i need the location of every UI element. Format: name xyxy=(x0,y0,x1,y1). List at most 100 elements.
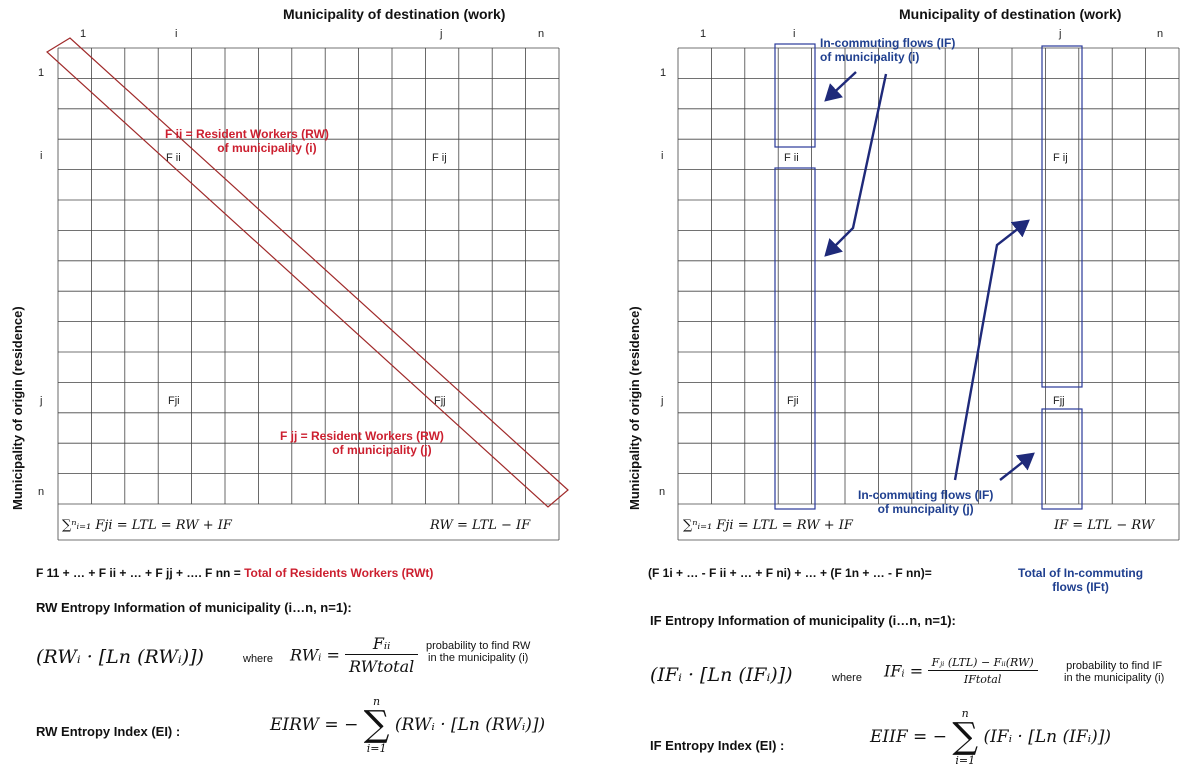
left-diagonal-band xyxy=(46,37,569,508)
right-row-label-1: 1 xyxy=(660,67,667,79)
right-prob-fraction: Fⱼᵢ (LTL) − Fᵢᵢ(RW) IFtotal xyxy=(927,656,1038,686)
right-right-formula: IF = LTL − RW xyxy=(1054,518,1155,533)
right-cell-fii: F ii xyxy=(784,152,799,164)
left-right-formula: RW = LTL − IF xyxy=(430,518,531,533)
right-index-sigma: n ∑ i=1 xyxy=(952,708,978,766)
left-row-label-1: 1 xyxy=(38,67,45,79)
left-col-label-i: i xyxy=(175,28,178,40)
right-total-text: (F 1i + … - F ii + … + F ni) + … + (F 1n… xyxy=(648,566,932,580)
right-y-axis-label: Municipality of origin (residence) xyxy=(627,306,642,510)
right-total-highlight: Total of In-commuting flows (IFt) xyxy=(1018,566,1143,594)
left-row-label-j: j xyxy=(40,395,43,407)
right-prob-desc-line2: in the municipality (i) xyxy=(1064,672,1165,684)
right-row-label-j: j xyxy=(661,395,664,407)
left-entropy-info-title: RW Entropy Information of municipality (… xyxy=(36,600,352,615)
right-col-i-rect-top xyxy=(774,43,816,148)
left-cell-fij: F ij xyxy=(432,152,447,164)
left-total-highlight: Total of Residents Workers (RWt) xyxy=(244,566,434,580)
left-prob-fraction: Fᵢᵢ RWtotal xyxy=(344,634,419,676)
right-index-sum-top: n xyxy=(961,707,969,720)
left-index-sigma-symbol: ∑ xyxy=(363,704,390,745)
right-prob-desc-line1: probability to find IF xyxy=(1066,660,1163,672)
right-prob-description: probability to find IF in the municipali… xyxy=(1064,660,1164,684)
right-index-rhs: (IFᵢ · [Ln (IFᵢ)]) xyxy=(983,727,1111,747)
left-col-label-j: j xyxy=(440,28,443,40)
left-sum-formula: ∑ⁿᵢ₌₁ Fji = LTL = RW + IF xyxy=(62,518,232,533)
right-total-line: (F 1i + … - F ii + … + F ni) + … + (F 1n… xyxy=(648,566,932,580)
left-prob-description: probability to find RW in the municipali… xyxy=(426,640,530,664)
right-title: Municipality of destination (work) xyxy=(899,6,1122,22)
left-annotation-rw-j-line2: of municipality (j) xyxy=(332,443,432,457)
left-col-label-n: n xyxy=(538,28,545,40)
right-annotation-if-j-line1: In-commuting flows (IF) xyxy=(858,488,994,502)
left-prob-desc-line2: in the municipality (i) xyxy=(428,652,529,664)
right-sum-formula: ∑ⁿᵢ₌₁ Fji = LTL = RW + IF xyxy=(683,518,853,533)
left-index-sum-top: n xyxy=(373,695,381,708)
left-annotation-rw-i: F ii = Resident Workers (RW) of municipa… xyxy=(165,127,329,155)
right-index-sum-bottom: i=1 xyxy=(955,754,976,767)
left-total-line: F 11 + … + F ii + … + F jj + …. F nn = T… xyxy=(36,566,433,580)
left-cell-fii: F ii xyxy=(166,152,181,164)
arrow-if-i-top xyxy=(824,71,857,102)
right-row-label-i: i xyxy=(661,150,664,162)
right-index-sigma-symbol: ∑ xyxy=(952,716,979,757)
right-prob-numerator: Fⱼᵢ (LTL) − Fᵢᵢ(RW) xyxy=(927,656,1038,671)
right-index-title: IF Entropy Index (EI) : xyxy=(650,738,785,753)
left-index-sigma: n ∑ i=1 xyxy=(364,696,390,754)
right-annotation-if-i-line2: of municipality (i) xyxy=(820,50,920,64)
left-index-lhs: EIRW = − xyxy=(270,715,359,735)
left-title: Municipality of destination (work) xyxy=(283,6,506,22)
right-annotation-if-i: In-commuting flows (IF) of municipality … xyxy=(820,36,955,64)
left-annotation-rw-i-line2: of municipality (i) xyxy=(217,141,317,155)
left-prob-lhs: RWᵢ = xyxy=(290,645,340,665)
right-col-i-rect-bottom xyxy=(774,167,816,510)
left-y-axis-label: Municipality of origin (residence) xyxy=(10,306,25,510)
right-entropy-expression: (IFᵢ · [Ln (IFᵢ)]) xyxy=(650,664,793,686)
right-annotation-if-j-line2: of muncipality (j) xyxy=(877,502,974,516)
left-prob-denominator: RWtotal xyxy=(348,657,415,676)
left-annotation-rw-j: F jj = Resident Workers (RW) of municipa… xyxy=(280,429,444,457)
left-entropy-expression: (RWᵢ · [Ln (RWᵢ)]) xyxy=(36,646,204,668)
right-annotation-if-j: In-commuting flows (IF) of muncipality (… xyxy=(858,488,993,516)
left-row-label-n: n xyxy=(38,486,45,498)
right-prob-denominator: IFtotal xyxy=(963,673,1002,686)
right-col-label-j: j xyxy=(1059,28,1062,40)
right-index-formula: EIIF = − n ∑ i=1 (IFᵢ · [Ln (IFᵢ)]) xyxy=(870,708,1111,766)
left-total-text: F 11 + … + F ii + … + F jj + …. F nn = xyxy=(36,566,245,580)
right-cell-fij: F ij xyxy=(1053,152,1068,164)
right-col-label-i: i xyxy=(793,28,796,40)
right-prob-lhs: IFᵢ = xyxy=(884,661,924,681)
right-total-highlight-line1: Total of In-commuting xyxy=(1018,566,1144,580)
right-row-label-n: n xyxy=(659,486,666,498)
right-total-highlight-line2: flows (IFt) xyxy=(1052,580,1109,594)
right-col-label-1: 1 xyxy=(700,28,707,40)
arrow-if-i-long xyxy=(824,73,888,257)
right-col-label-n: n xyxy=(1157,28,1164,40)
right-col-j-rect-top xyxy=(1041,45,1083,388)
arrow-if-j-long xyxy=(953,219,1030,481)
left-index-sum-bottom: i=1 xyxy=(366,742,387,755)
left-index-title: RW Entropy Index (EI) : xyxy=(36,724,181,739)
right-annotation-if-i-line1: In-commuting flows (IF) xyxy=(820,36,956,50)
right-od-matrix-grid xyxy=(677,47,1180,541)
left-annotation-rw-i-line1: F ii = Resident Workers (RW) xyxy=(165,127,329,141)
left-row-label-i: i xyxy=(40,150,43,162)
left-col-label-1: 1 xyxy=(80,28,87,40)
right-entropy-info-title: IF Entropy Information of municipality (… xyxy=(650,613,956,628)
right-probability-formula: IFᵢ = Fⱼᵢ (LTL) − Fᵢᵢ(RW) IFtotal xyxy=(884,656,1038,686)
right-col-j-rect-bottom xyxy=(1041,408,1083,510)
right-cell-fjj: Fjj xyxy=(1053,395,1065,407)
right-cell-fji: Fji xyxy=(787,395,799,407)
left-prob-desc-line1: probability to find RW xyxy=(426,640,531,652)
right-where: where xyxy=(832,672,862,684)
left-annotation-rw-j-line1: F jj = Resident Workers (RW) xyxy=(280,429,444,443)
left-cell-fji: Fji xyxy=(168,395,180,407)
right-index-lhs: EIIF = − xyxy=(870,727,947,747)
left-cell-fjj: Fjj xyxy=(434,395,446,407)
left-index-rhs: (RWᵢ · [Ln (RWᵢ)]) xyxy=(394,715,546,735)
left-probability-formula: RWᵢ = Fᵢᵢ RWtotal xyxy=(290,634,419,676)
left-prob-numerator: Fᵢᵢ xyxy=(344,634,419,655)
left-index-formula: EIRW = − n ∑ i=1 (RWᵢ · [Ln (RWᵢ)]) xyxy=(270,696,545,754)
left-where: where xyxy=(243,653,273,665)
